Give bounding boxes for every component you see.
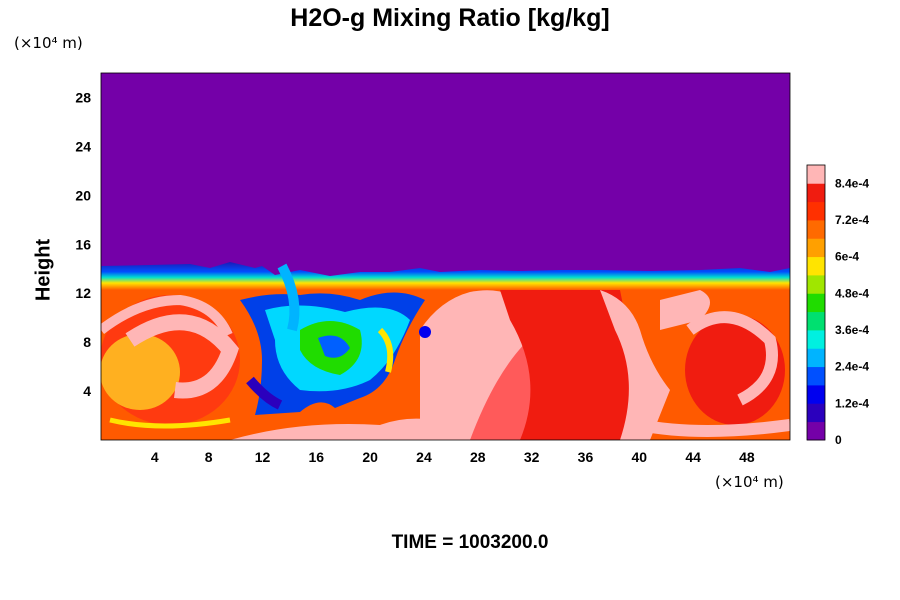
y-tick-label: 4: [83, 383, 91, 399]
y-tick-label: 8: [83, 334, 91, 350]
inversion-band: [101, 262, 790, 290]
x-tick-label: 48: [739, 449, 755, 465]
x-axis-unit: (×10⁴ m): [715, 473, 784, 491]
y-tick-label: 16: [75, 236, 91, 252]
colorbar-tick-label: 4.8e-4: [835, 286, 869, 300]
y-axis-unit: (×10⁴ m): [14, 34, 83, 52]
plot-frame: [100, 72, 791, 441]
x-tick-label: 8: [205, 449, 213, 465]
chart-title: H2O-g Mixing Ratio [kg/kg]: [290, 4, 610, 32]
x-tick-label: 36: [578, 449, 594, 465]
colorbar-segment: [807, 293, 825, 313]
colorbar-segment: [807, 421, 825, 441]
colorbar-segment: [807, 238, 825, 258]
y-tick-label: 24: [75, 138, 91, 154]
colorbar-segment: [807, 165, 825, 184]
moisture-field: [101, 73, 790, 440]
x-tick-label: 24: [416, 449, 432, 465]
y-tick-label: 12: [75, 285, 91, 301]
colorbar-segment: [807, 348, 825, 368]
colorbar-segment: [807, 403, 825, 423]
colorbar-segment: [807, 311, 825, 331]
colorbar: 0 1.2e-4 2.4e-4 3.6e-4 4.8e-4 6e-4 7.2e-4 8.4e-…: [806, 164, 869, 447]
colorbar-segment: [807, 201, 825, 221]
colorbar-frame: [806, 164, 826, 441]
colorbar-tick-label: 6e-4: [835, 250, 859, 264]
colorbar-segment: [807, 275, 825, 294]
colorbar-segment: [807, 330, 825, 349]
colorbar-segment: [807, 256, 825, 276]
colorbar-segment: [807, 183, 825, 203]
x-tick-label: 12: [255, 449, 271, 465]
x-tick-label: 16: [309, 449, 325, 465]
x-tick-label: 32: [524, 449, 540, 465]
x-tick-label: 4: [151, 449, 159, 465]
colorbar-segment: [807, 385, 825, 404]
x-tick-label: 20: [362, 449, 378, 465]
x-tick-label: 44: [685, 449, 701, 465]
x-tick-label: 28: [470, 449, 486, 465]
colorbar-tick-label: 3.6e-4: [835, 323, 869, 337]
colorbar-tick-label: 8.4e-4: [835, 176, 869, 190]
y-tick-label: 28: [75, 89, 91, 105]
colorbar-tick-label: 7.2e-4: [835, 213, 869, 227]
colorbar-segment: [807, 366, 825, 386]
time-label: TIME = 1003200.0: [391, 532, 549, 553]
y-tick-label: 20: [75, 187, 91, 203]
colorbar-tick-label: 2.4e-4: [835, 360, 869, 374]
colorbar-segment: [807, 220, 825, 239]
colorbar-tick-label: 0: [835, 433, 842, 447]
x-tick-label: 40: [631, 449, 647, 465]
colorbar-tick-label: 1.2e-4: [835, 396, 869, 410]
